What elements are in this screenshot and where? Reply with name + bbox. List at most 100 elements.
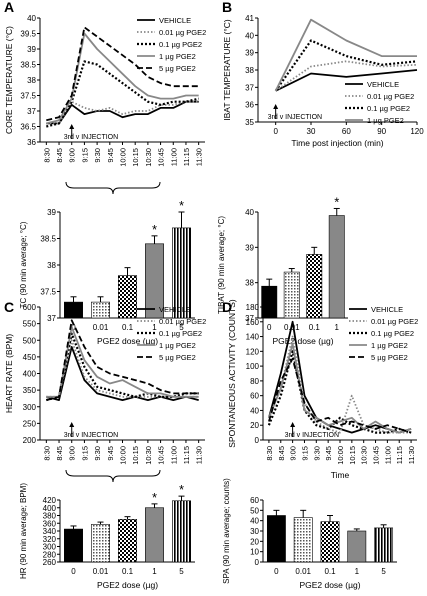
panel-letter: D: [222, 299, 232, 315]
bar: [172, 500, 191, 563]
y-tick-label: 36: [245, 101, 254, 110]
x-axis-label: Time: [331, 470, 350, 480]
x-axis-label: PGE2 dose (µg): [97, 580, 158, 590]
x-tick-label: 10:45: [157, 148, 166, 167]
legend-label: 1 µg PGE2: [371, 341, 408, 350]
panel-letter: A: [4, 0, 14, 15]
x-tick-label: 30: [307, 127, 316, 136]
series-line: [274, 18, 417, 92]
averaging-brace: [65, 469, 161, 483]
y-tick-label: 600: [23, 303, 37, 312]
x-axis-label: Time post injection (min): [291, 138, 383, 148]
y-tick-label: 20: [250, 421, 259, 430]
x-tick-label: 9:45: [106, 446, 115, 461]
y-tick-label: 500: [23, 336, 37, 345]
injection-annotation: 3rd v INJECTION: [64, 432, 118, 439]
legend-label: 1 µg PGE2: [159, 341, 196, 350]
x-tick-label: 10:45: [372, 446, 381, 465]
y-tick-label: 320: [43, 535, 57, 544]
injection-annotation: 3rd v INJECTION: [285, 432, 339, 439]
significance-star: *: [152, 490, 157, 505]
legend-label: 0.01 µg PGE2: [159, 317, 206, 326]
significance-star: *: [179, 482, 184, 497]
y-tick-label: 0: [255, 558, 260, 567]
x-tick-label: 1: [355, 567, 360, 576]
significance-star: *: [152, 222, 157, 237]
bar: [306, 254, 323, 319]
y-axis-label: TIBAT (90 min average; °C): [217, 216, 226, 314]
series-line: [46, 325, 199, 398]
bar: [328, 215, 345, 319]
x-tick-label: 5: [179, 323, 184, 332]
series-line: [46, 100, 199, 125]
series-line: [267, 350, 412, 434]
y-tick-label: 41: [245, 14, 254, 23]
y-axis-label: HEART RATE (BPM): [4, 334, 14, 414]
bar: [261, 285, 278, 319]
legend-label: 0.01 µg PGE2: [159, 28, 206, 37]
y-axis-label: HR (90 min average; BPM): [19, 483, 28, 579]
y-tick-label: 180: [246, 303, 260, 312]
legend-label: 0.1 µg PGE2: [159, 40, 202, 49]
bar: [347, 530, 367, 563]
series-line: [275, 69, 418, 92]
y-tick-label: 35: [245, 118, 254, 127]
y-tick-label: 300: [43, 543, 57, 552]
x-tick-label: 0.01: [93, 323, 109, 332]
y-tick-label: 80: [250, 377, 259, 386]
series-line: [46, 345, 199, 402]
y-tick-label: 39: [47, 208, 56, 217]
y-tick-label: 160: [246, 318, 260, 327]
x-tick-label: 1: [152, 323, 157, 332]
legend-label: 1 µg PGE2: [159, 52, 196, 61]
y-tick-label: 20: [250, 537, 259, 546]
y-tick-label: 40: [245, 31, 254, 40]
y-tick-label: 420: [43, 496, 57, 505]
x-tick-label: 10:30: [144, 446, 153, 465]
x-tick-label: 9:45: [324, 446, 333, 461]
y-tick-label: 200: [23, 436, 37, 445]
bar: [118, 275, 137, 319]
x-tick-label: 8:45: [277, 446, 286, 461]
x-tick-label: 11:30: [195, 446, 204, 464]
legend-label: 0.1 µg PGE2: [367, 104, 410, 113]
y-tick-label: 37: [47, 314, 56, 323]
x-tick-label: 10:00: [336, 446, 345, 465]
series-line: [46, 60, 199, 128]
series-line: [46, 100, 199, 125]
y-tick-label: 38: [47, 261, 56, 270]
injection-annotation: 3rd v INJECTION: [64, 134, 118, 141]
series-line: [268, 335, 412, 434]
x-tick-label: 0: [267, 323, 272, 332]
y-tick-label: 39: [245, 243, 254, 252]
y-tick-label: 100: [246, 362, 260, 371]
x-tick-label: 10:15: [348, 446, 357, 465]
x-tick-label: 9:30: [93, 148, 102, 163]
x-tick-label: 11:30: [195, 148, 204, 166]
y-tick-label: 340: [43, 527, 57, 536]
y-axis-label: TC (90 min average; °C): [19, 221, 28, 308]
x-tick-label: 11:15: [182, 148, 191, 166]
y-tick-label: 360: [43, 519, 57, 528]
x-tick-label: 11:00: [383, 446, 392, 464]
x-tick-label: 5: [179, 567, 184, 576]
series-line: [46, 319, 199, 401]
y-tick-label: 40: [250, 406, 259, 415]
y-tick-label: 39: [27, 45, 36, 54]
y-tick-label: 37: [245, 83, 254, 92]
legend-label: 0.01 µg PGE2: [371, 317, 418, 326]
x-tick-label: 0.1: [122, 567, 134, 576]
panel-A-bar: 37 37.5 38 38.5 39 0 0.01 0.1 * 1 * 5 TC (90 min ave…: [19, 198, 195, 346]
y-tick-label: 60: [250, 496, 259, 505]
y-axis-label: CORE TEMPERATURE (°C): [4, 26, 14, 134]
y-tick-label: 40: [250, 517, 259, 526]
y-tick-label: 400: [43, 504, 57, 513]
x-tick-label: 9:00: [68, 446, 77, 461]
y-tick-label: 37.5: [20, 92, 36, 101]
x-tick-label: 5: [381, 567, 386, 576]
x-tick-label: 11:15: [182, 446, 191, 464]
y-tick-label: 30: [250, 527, 259, 536]
